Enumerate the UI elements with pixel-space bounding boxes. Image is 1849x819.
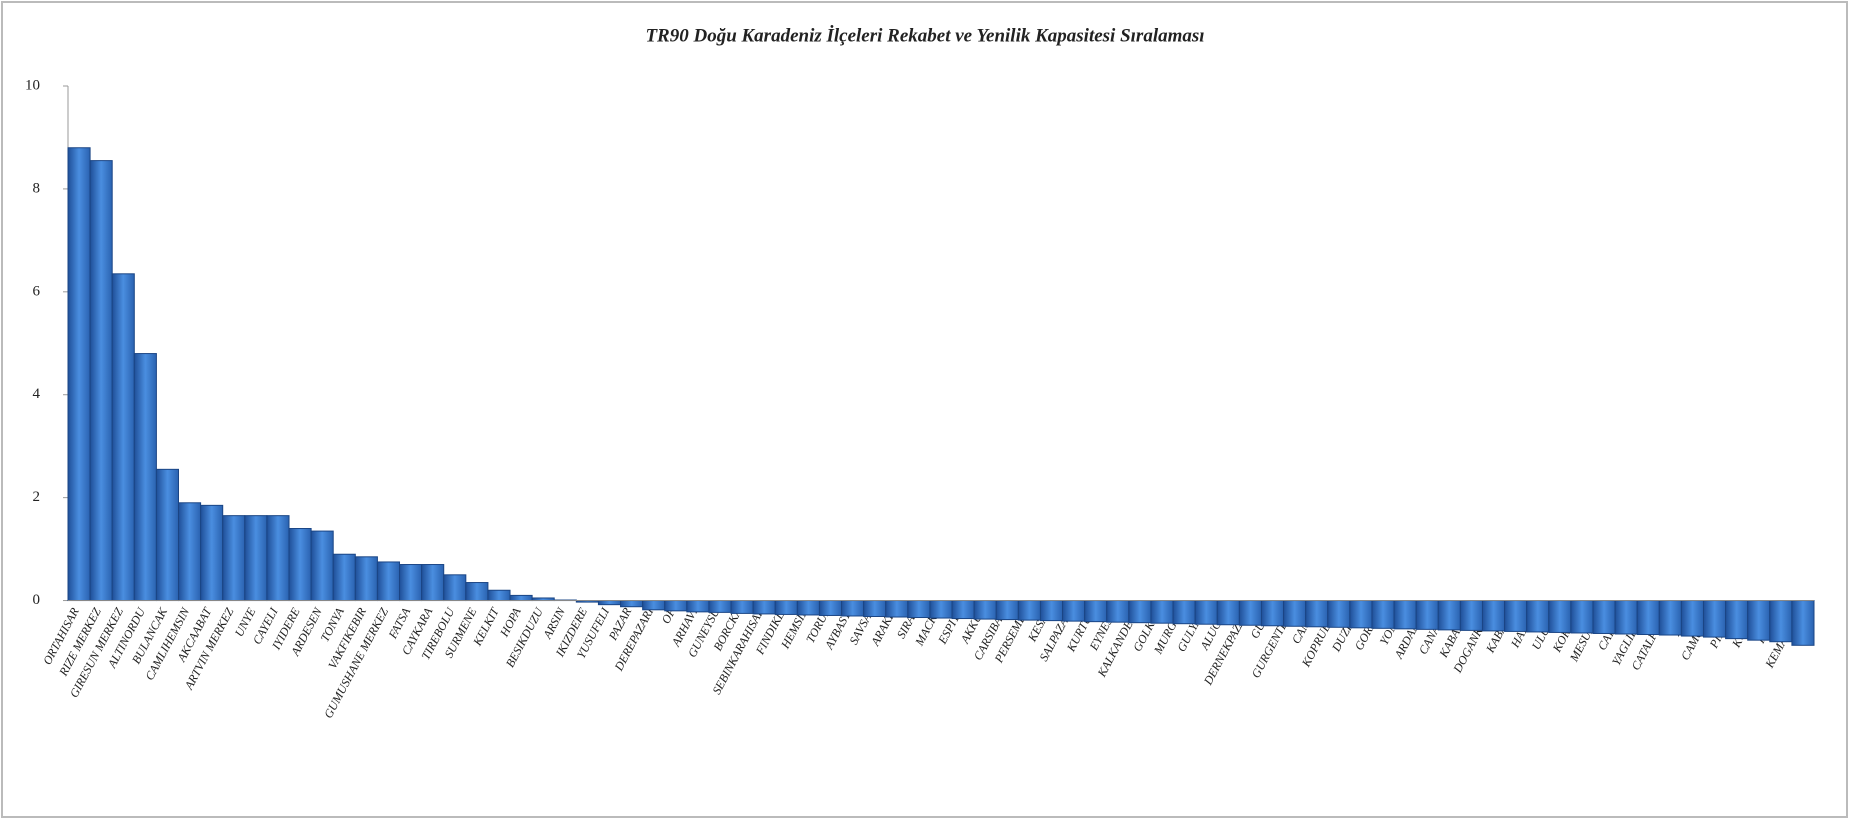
bar: [1371, 600, 1395, 629]
y-tick-label: 2: [33, 489, 41, 505]
bar: [1283, 600, 1307, 627]
bar: [686, 600, 710, 613]
bar: [1150, 600, 1174, 624]
bar: [288, 528, 312, 602]
bar: [1481, 600, 1506, 632]
bar: [1658, 600, 1682, 636]
bar: [1194, 600, 1218, 625]
bar: [67, 147, 91, 602]
bar: [1128, 600, 1152, 624]
bar: [1039, 600, 1064, 622]
bar: [1702, 600, 1727, 638]
bar: [1636, 600, 1660, 636]
bar: [1459, 600, 1483, 631]
y-tick-label: 8: [33, 180, 41, 196]
y-tick-label: 4: [33, 386, 41, 402]
bar: [774, 600, 798, 615]
bar: [465, 582, 489, 602]
chart-title: TR90 Doğu Karadeniz İlçeleri Rekabet ve …: [645, 24, 1204, 46]
bar: [752, 600, 776, 615]
bar: [951, 600, 975, 620]
bar: [1260, 600, 1285, 627]
bar: [1238, 600, 1262, 626]
bar: [642, 600, 666, 611]
bar: [929, 600, 953, 619]
bar: [664, 600, 688, 612]
bar: [1017, 600, 1041, 621]
bar: [841, 600, 865, 617]
bar: [1172, 600, 1196, 625]
bar: [509, 594, 533, 602]
bar: [995, 600, 1019, 621]
bar: [730, 600, 754, 614]
bar: [487, 589, 511, 602]
bar: [1415, 600, 1439, 630]
bar: [885, 600, 909, 618]
bar: [443, 574, 467, 602]
bar: [89, 160, 113, 602]
bar: [1526, 600, 1550, 633]
bar: [863, 600, 887, 617]
bar: [111, 273, 135, 602]
bar: [155, 468, 180, 602]
bar: [818, 600, 843, 616]
bar: [310, 530, 334, 602]
bar: [1349, 600, 1373, 629]
bar: [376, 561, 401, 602]
y-tick-label: 0: [33, 592, 41, 608]
bar: [133, 353, 157, 602]
y-tick-label: 6: [33, 283, 41, 299]
bar: [708, 600, 732, 613]
bar: [200, 504, 224, 602]
bar: [1725, 600, 1749, 640]
bar: [332, 553, 356, 602]
bar: [1062, 600, 1086, 622]
bar: [266, 515, 290, 602]
bar: [907, 600, 931, 619]
bar: [1592, 600, 1616, 634]
bar: [620, 600, 644, 608]
bar: [1327, 600, 1351, 628]
bar: [1548, 600, 1572, 633]
bar: [1305, 600, 1329, 628]
bar: [1437, 600, 1461, 631]
bar: [1216, 600, 1240, 626]
bar: [597, 600, 622, 606]
bar: [796, 600, 820, 616]
bar: [1680, 600, 1704, 637]
bar: [178, 502, 202, 602]
bar: [1106, 600, 1130, 623]
bar: [1393, 600, 1417, 630]
bar: [244, 515, 268, 602]
bar: [1747, 600, 1771, 641]
bar: [1570, 600, 1594, 634]
bar: [1791, 600, 1815, 646]
bar: [1614, 600, 1638, 635]
bar: [973, 600, 997, 620]
bar: [421, 564, 445, 602]
bar: [354, 556, 378, 602]
y-tick-label: 10: [25, 77, 40, 93]
bar: [1504, 600, 1528, 632]
bar: [1084, 600, 1108, 623]
bar: [399, 564, 423, 602]
bar: [1769, 600, 1793, 643]
bar: [222, 515, 246, 602]
